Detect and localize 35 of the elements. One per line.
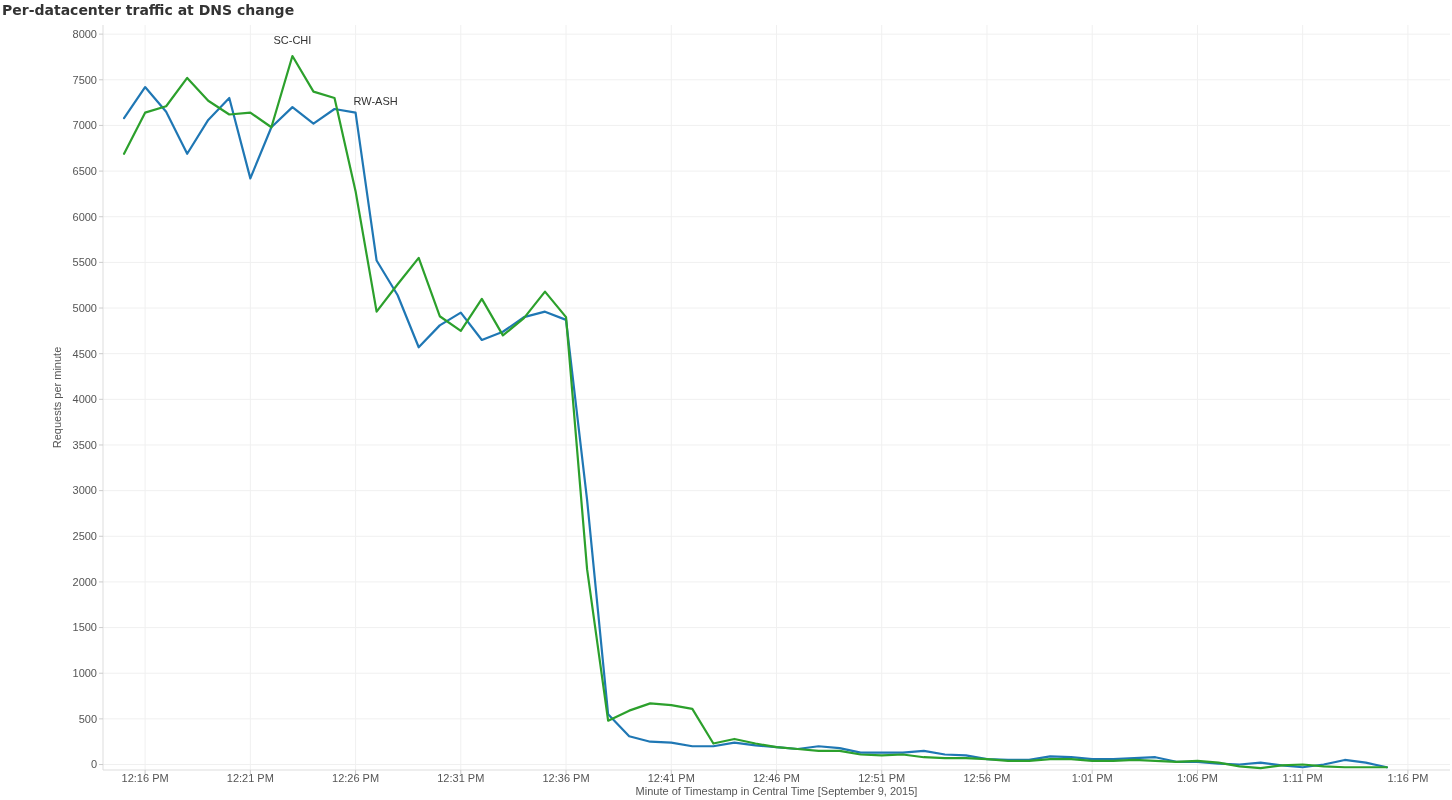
y-tick-label: 4500 <box>72 347 97 360</box>
y-tick-label: 4000 <box>72 393 97 406</box>
y-tick-label: 1000 <box>72 667 97 680</box>
x-tick-label: 12:41 PM <box>647 772 695 784</box>
y-tick-label: 6000 <box>72 210 97 223</box>
x-tick-label: 12:21 PM <box>226 772 274 784</box>
x-tick-label: 12:36 PM <box>542 772 590 784</box>
x-tick-label: 12:16 PM <box>121 772 169 784</box>
x-tick-label: 12:46 PM <box>752 772 801 784</box>
x-tick-label: 1:06 PM <box>1176 772 1218 784</box>
chart-title: Per-datacenter traffic at DNS change <box>2 2 295 18</box>
x-tick-label: 1:11 PM <box>1282 772 1323 784</box>
x-tick-label: 1:01 PM <box>1071 772 1113 784</box>
x-axis-title: Minute of Timestamp in Central Time [September 9, 2015] <box>635 785 918 797</box>
y-tick-label: 0 <box>90 758 97 771</box>
y-tick-label: 500 <box>78 712 97 725</box>
x-tick-label: 12:26 PM <box>332 772 380 784</box>
annotation: RW-ASH <box>353 94 398 107</box>
y-tick-label: 3500 <box>72 438 97 451</box>
y-tick-label: 2500 <box>72 530 97 543</box>
y-tick-label: 7500 <box>72 73 97 86</box>
y-tick-label: 7000 <box>72 119 97 132</box>
x-tick-label: 12:51 PM <box>858 772 906 784</box>
x-tick-label: 12:56 PM <box>963 772 1011 784</box>
y-tick-label: 5000 <box>72 301 97 314</box>
y-tick-label: 1500 <box>72 621 97 634</box>
x-tick-label: 1:16 PM <box>1387 772 1429 784</box>
y-tick-label: 5500 <box>72 256 97 269</box>
y-tick-label: 6500 <box>72 164 97 177</box>
x-tick-label: 12:31 PM <box>437 772 485 784</box>
y-tick-label: 3000 <box>72 484 97 497</box>
annotation: SC-CHI <box>273 34 312 47</box>
y-axis-title: Requests per minute <box>51 346 63 449</box>
y-tick-label: 2000 <box>72 575 97 588</box>
y-tick-label: 8000 <box>72 27 97 40</box>
